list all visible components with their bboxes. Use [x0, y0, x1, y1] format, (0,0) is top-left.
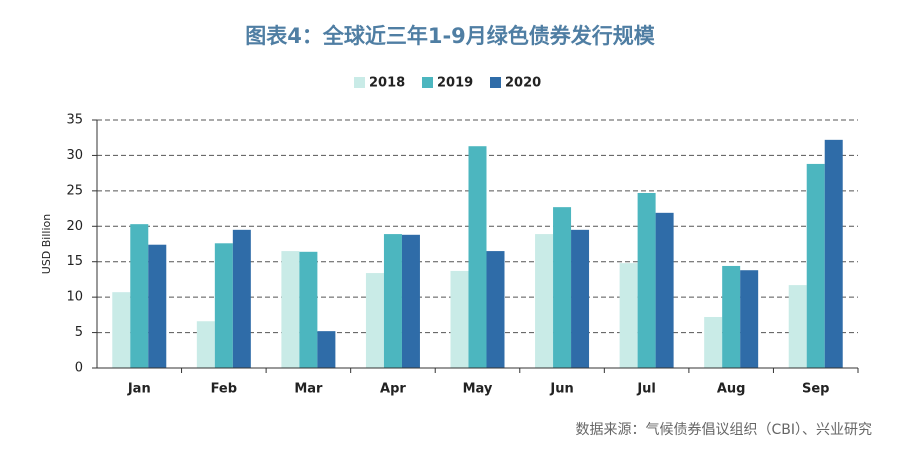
bar	[365, 273, 384, 368]
bar	[824, 139, 843, 368]
x-tick-label: Jan	[127, 382, 151, 397]
chart-title: 图表4：全球近三年1-9月绿色债券发行规模	[245, 24, 656, 48]
bar	[468, 146, 487, 368]
bar	[571, 229, 590, 368]
bar	[281, 251, 300, 368]
legend-swatch	[354, 77, 365, 88]
legend-label: 2020	[505, 76, 541, 91]
legend-swatch	[422, 77, 433, 88]
x-tick-label: Feb	[211, 382, 237, 397]
bar	[740, 270, 759, 368]
bar	[112, 292, 131, 368]
bar	[535, 234, 554, 368]
bar	[704, 316, 723, 368]
y-tick-label: 5	[75, 325, 83, 340]
bar	[196, 321, 215, 368]
legend-label: 2018	[369, 76, 405, 91]
x-tick-label: Jun	[549, 382, 573, 397]
bar	[788, 285, 807, 368]
legend-swatch	[490, 77, 501, 88]
bar	[619, 263, 638, 368]
bar	[317, 331, 336, 368]
bar	[486, 251, 505, 368]
y-tick-label: 20	[66, 219, 83, 234]
bar	[553, 207, 572, 368]
bar	[383, 234, 402, 368]
x-tick-label: May	[463, 382, 493, 397]
x-tick-label: Aug	[717, 382, 746, 397]
y-tick-label: 15	[66, 254, 83, 269]
bar	[130, 224, 149, 368]
y-tick-label: 10	[66, 290, 83, 305]
bar	[148, 244, 167, 368]
bar	[450, 270, 469, 368]
bar	[214, 243, 233, 368]
y-tick-label: 35	[66, 113, 83, 128]
x-tick-label: Jul	[636, 382, 656, 397]
x-tick-label: Apr	[380, 382, 406, 397]
x-tick-label: Sep	[802, 382, 830, 397]
bar	[299, 251, 318, 368]
source: 数据来源：气候债券倡议组织（CBI）、兴业研究	[575, 422, 872, 438]
bar	[806, 163, 825, 368]
x-tick-label: Mar	[294, 382, 323, 397]
legend-label: 2019	[437, 76, 473, 91]
y-tick-label: 25	[66, 183, 83, 198]
bar	[401, 234, 420, 368]
bar	[655, 212, 674, 368]
y-axis-label: USD Billion	[40, 214, 53, 275]
y-tick-label: 0	[75, 361, 83, 376]
bar	[232, 229, 251, 368]
bar	[722, 265, 741, 368]
bar	[637, 192, 656, 368]
y-tick-label: 30	[66, 148, 83, 163]
